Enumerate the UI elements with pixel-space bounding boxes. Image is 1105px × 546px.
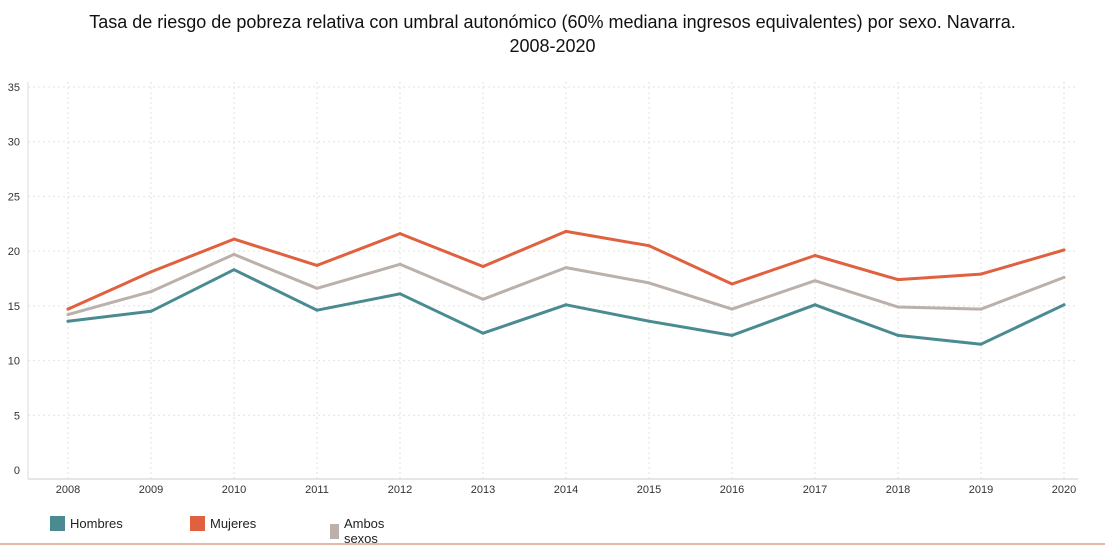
data-point-mujeres xyxy=(232,237,236,241)
x-tick-label: 2014 xyxy=(554,484,578,496)
axes: 0 5 10 15 20 25 30 35 2008 2009 2010 2011 2012 2013 20… xyxy=(8,82,1078,496)
data-point-ambos-sexos xyxy=(1062,275,1066,279)
data-point-hombres xyxy=(398,292,402,296)
data-point-mujeres xyxy=(149,270,153,274)
data-point-hombres xyxy=(979,342,983,346)
data-point-hombres xyxy=(647,319,651,323)
data-point-mujeres xyxy=(730,282,734,286)
y-tick-label: 15 xyxy=(8,301,20,313)
data-point-ambos-sexos xyxy=(979,307,983,311)
grid xyxy=(28,82,1078,479)
legend-swatch xyxy=(330,523,339,539)
x-tick-label: 2016 xyxy=(720,484,744,496)
data-point-hombres xyxy=(1062,303,1066,307)
data-point-hombres xyxy=(730,333,734,337)
data-point-mujeres xyxy=(564,229,568,233)
x-tick-label: 2019 xyxy=(969,484,993,496)
x-tick-label: 2015 xyxy=(637,484,661,496)
legend-item-ambos-sexos[interactable]: Ambos sexos xyxy=(330,516,390,546)
data-point-ambos-sexos xyxy=(232,252,236,256)
x-tick-label: 2018 xyxy=(886,484,910,496)
legend-label: Hombres xyxy=(70,516,123,531)
legend-item-hombres[interactable]: Hombres xyxy=(50,516,123,531)
x-tick-label: 2009 xyxy=(139,484,163,496)
data-point-ambos-sexos xyxy=(647,281,651,285)
bottom-divider xyxy=(0,543,1105,545)
legend-swatch xyxy=(190,516,205,531)
y-tick-label: 25 xyxy=(8,191,20,203)
chart-title-line-2: 2008-2020 xyxy=(509,36,596,56)
y-tick-label: 20 xyxy=(8,246,20,258)
chart-title-line-1: Tasa de riesgo de pobreza relativa con u… xyxy=(89,12,1016,32)
data-point-mujeres xyxy=(398,232,402,236)
data-point-hombres xyxy=(149,309,153,313)
data-point-ambos-sexos xyxy=(481,297,485,301)
y-tick-label: 35 xyxy=(8,82,20,94)
data-point-hombres xyxy=(315,308,319,312)
data-point-ambos-sexos xyxy=(66,313,70,317)
data-point-mujeres xyxy=(481,265,485,268)
legend-item-mujeres[interactable]: Mujeres xyxy=(190,516,256,531)
x-tick-label: 2012 xyxy=(388,484,412,496)
data-point-hombres xyxy=(232,268,236,272)
data-point-mujeres xyxy=(896,278,900,282)
data-point-ambos-sexos xyxy=(149,290,153,294)
data-point-mujeres xyxy=(1062,248,1066,252)
y-tick-label: 30 xyxy=(8,137,20,149)
chart-title: Tasa de riesgo de pobreza relativa con u… xyxy=(0,10,1105,58)
x-tick-label: 2008 xyxy=(56,484,80,496)
x-tick-label: 2011 xyxy=(305,484,329,496)
data-point-ambos-sexos xyxy=(315,286,319,290)
data-point-ambos-sexos xyxy=(398,262,402,266)
data-point-ambos-sexos xyxy=(896,305,900,309)
data-point-hombres xyxy=(813,303,817,307)
y-tick-label: 0 xyxy=(14,465,20,477)
series-lines xyxy=(66,229,1066,346)
x-tick-label: 2010 xyxy=(222,484,246,496)
data-point-mujeres xyxy=(813,254,817,257)
y-tick-label: 5 xyxy=(14,410,20,422)
x-tick-label: 2020 xyxy=(1052,484,1076,496)
data-point-mujeres xyxy=(315,263,319,267)
data-point-mujeres xyxy=(979,272,983,276)
data-point-hombres xyxy=(564,303,568,307)
data-point-ambos-sexos xyxy=(564,266,568,270)
x-tick-label: 2013 xyxy=(471,484,495,496)
legend-label: Ambos sexos xyxy=(343,516,385,546)
legend-label: Mujeres xyxy=(210,516,257,531)
data-point-mujeres xyxy=(647,244,651,248)
data-point-hombres xyxy=(66,319,70,323)
data-point-hombres xyxy=(481,331,485,335)
data-point-hombres xyxy=(896,333,900,337)
data-point-ambos-sexos xyxy=(730,307,734,311)
data-point-ambos-sexos xyxy=(813,279,817,283)
legend-swatch xyxy=(50,516,65,531)
data-point-mujeres xyxy=(66,307,70,311)
x-tick-label: 2017 xyxy=(803,484,827,496)
y-tick-label: 10 xyxy=(8,356,20,368)
